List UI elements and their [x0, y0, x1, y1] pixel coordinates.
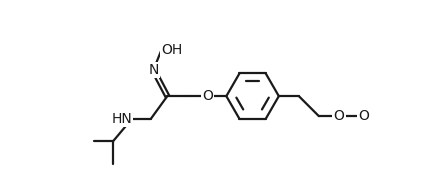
- Text: O: O: [334, 109, 344, 123]
- Text: N: N: [148, 63, 159, 77]
- Text: O: O: [202, 89, 213, 103]
- Text: OH: OH: [162, 43, 183, 57]
- Text: HN: HN: [111, 112, 132, 126]
- Text: O: O: [358, 109, 369, 123]
